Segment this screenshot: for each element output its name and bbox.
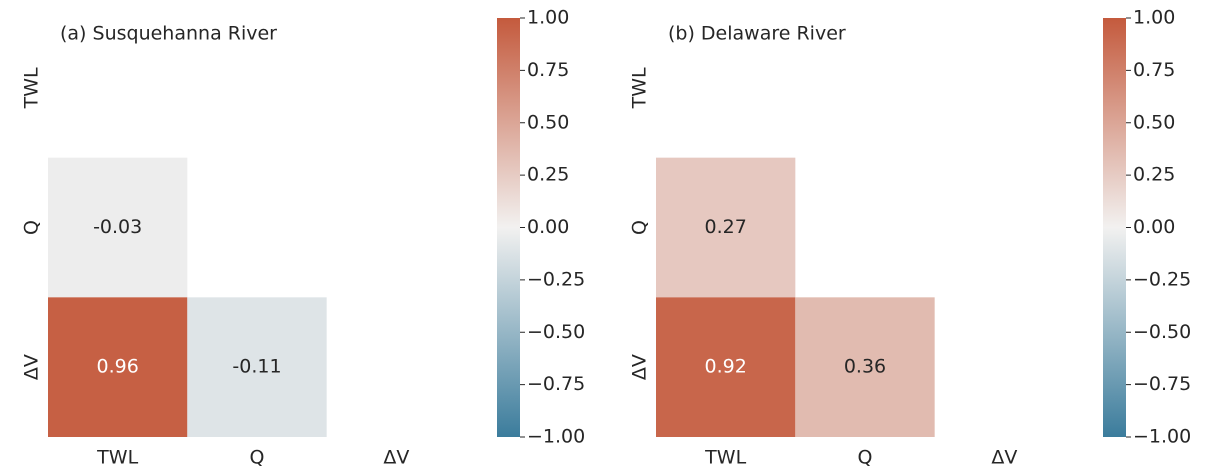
colorbar-tick-label: 0.50 bbox=[1133, 111, 1175, 133]
heatmap-cell bbox=[48, 297, 188, 437]
colorbar-tick-label: 0.25 bbox=[1133, 164, 1175, 186]
colorbar-tick-label: −1.00 bbox=[527, 426, 585, 448]
cell-label: -0.11 bbox=[232, 356, 281, 378]
colorbar-tick-label: 1.00 bbox=[1133, 7, 1175, 29]
cell-label: 0.96 bbox=[97, 356, 139, 378]
colorbar-tick-label: 0.75 bbox=[527, 59, 569, 81]
colorbar-tick-label: −0.50 bbox=[1133, 321, 1191, 343]
colorbar bbox=[1103, 18, 1126, 437]
heatmap-cell bbox=[656, 297, 796, 437]
colorbar-tick-label: 0.00 bbox=[1133, 216, 1175, 238]
colorbar-tick-label: 0.25 bbox=[527, 164, 569, 186]
heatmap-cell bbox=[187, 297, 327, 437]
cell-label: 0.92 bbox=[705, 356, 747, 378]
colorbar bbox=[497, 18, 520, 437]
heatmap-cell bbox=[795, 297, 935, 437]
colorbar-tick-label: −0.75 bbox=[527, 373, 585, 395]
colorbar-tick-label: 0.00 bbox=[527, 216, 569, 238]
colorbar-tick-label: −0.50 bbox=[527, 321, 585, 343]
colorbar-tick-label: −0.25 bbox=[1133, 268, 1191, 290]
cell-label: 0.36 bbox=[844, 356, 886, 378]
colorbar-tick-label: 0.75 bbox=[1133, 59, 1175, 81]
colorbar-tick-label: 0.50 bbox=[527, 111, 569, 133]
x-tick-label: TWL bbox=[96, 447, 138, 469]
cell-label: -0.03 bbox=[93, 216, 142, 238]
y-tick-label: ΔV bbox=[21, 354, 43, 380]
cell-label: 0.27 bbox=[705, 216, 747, 238]
colorbar-tick-label: −0.25 bbox=[527, 268, 585, 290]
x-tick-label: Q bbox=[250, 447, 265, 469]
y-tick-label: Q bbox=[21, 220, 43, 235]
x-tick-label: ΔV bbox=[383, 447, 409, 469]
panel-title: (a) Susquehanna River bbox=[60, 23, 277, 45]
y-tick-label: TWL bbox=[629, 67, 651, 109]
colorbar-tick-label: −1.00 bbox=[1133, 426, 1191, 448]
colorbar-tick-label: 1.00 bbox=[527, 7, 569, 29]
x-tick-label: Q bbox=[858, 447, 873, 469]
y-tick-label: TWL bbox=[21, 67, 43, 109]
heatmap-cell bbox=[656, 157, 796, 298]
y-tick-label: ΔV bbox=[629, 354, 651, 380]
x-tick-label: TWL bbox=[704, 447, 746, 469]
panel-title: (b) Delaware River bbox=[668, 23, 846, 45]
colorbar-tick-label: −0.75 bbox=[1133, 373, 1191, 395]
x-tick-label: ΔV bbox=[991, 447, 1017, 469]
y-tick-label: Q bbox=[629, 220, 651, 235]
heatmap-cell bbox=[48, 157, 188, 298]
